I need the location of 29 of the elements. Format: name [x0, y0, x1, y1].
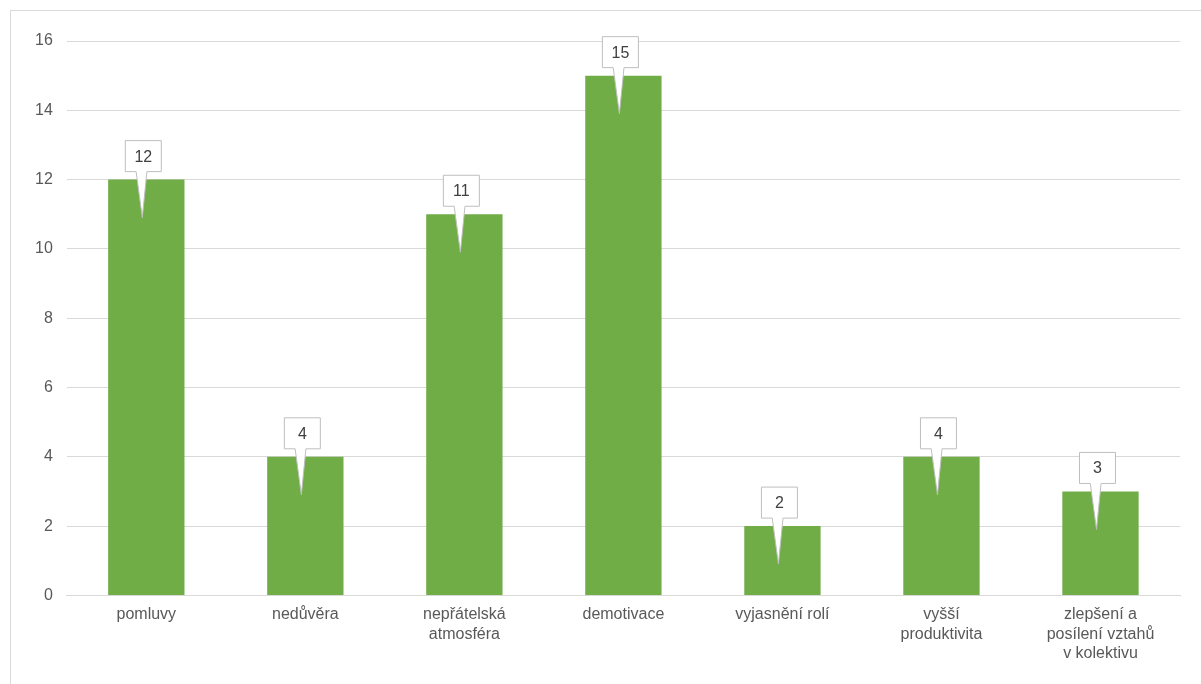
x-tick-label: nepřátelská atmosféra: [423, 605, 506, 642]
y-tick-label: 8: [43, 308, 53, 326]
bar: [585, 75, 662, 595]
x-tick-label: zlepšení a posílení vztahů v kolektivu: [1046, 605, 1155, 661]
data-label: 12: [134, 147, 153, 165]
y-tick-label: 2: [43, 516, 53, 534]
x-tick-label: pomluvy: [116, 605, 177, 623]
y-tick-label: 6: [43, 377, 53, 395]
bar: [426, 214, 503, 595]
data-label: 4: [934, 424, 943, 442]
y-tick-label: 4: [43, 447, 53, 465]
x-tick-label: vyšší produktivita: [900, 605, 983, 642]
y-tick-label: 0: [43, 585, 53, 603]
bar: [108, 179, 185, 595]
data-label: 3: [1093, 459, 1103, 477]
y-tick-label: 14: [35, 100, 53, 118]
x-tick-label: demotivace: [582, 605, 665, 623]
bar: [267, 456, 344, 595]
data-label: 2: [774, 494, 784, 512]
y-tick-label: 16: [35, 31, 53, 49]
y-tick-label: 12: [35, 170, 53, 188]
x-tick-label: nedůvěra: [271, 605, 339, 623]
data-label: 11: [453, 182, 470, 200]
y-tick-label: 10: [35, 239, 53, 257]
bar: [1062, 491, 1139, 595]
x-tick-label: vyjasnění rolí: [735, 605, 831, 623]
bar: [903, 456, 980, 595]
data-label: 4: [297, 424, 307, 442]
data-label: 15: [611, 43, 630, 61]
